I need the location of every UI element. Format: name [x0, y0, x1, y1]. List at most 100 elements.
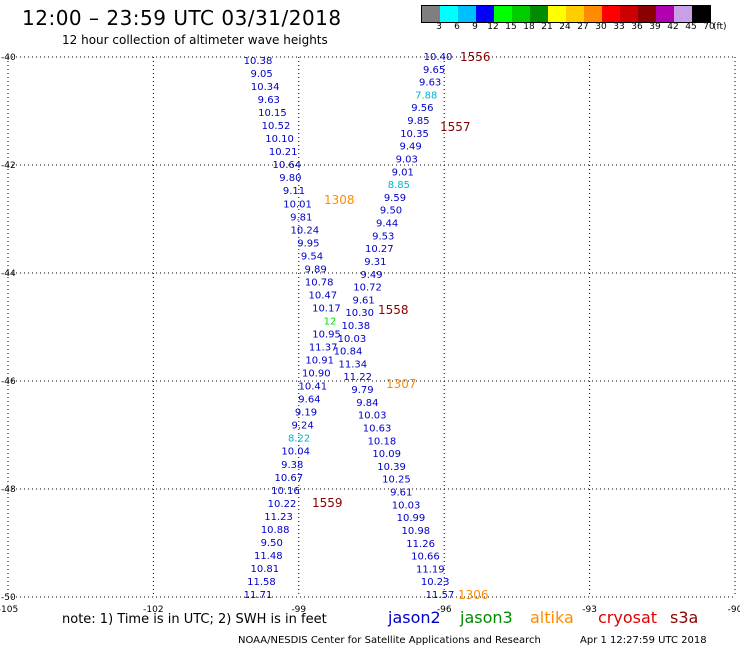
wave-height-label: 9.31 [364, 257, 386, 268]
wave-height-label: 10.64 [272, 160, 301, 171]
colorbar-unit: (ft) [713, 22, 727, 32]
colorbar [421, 5, 711, 23]
wave-height-label: 10.03 [338, 334, 367, 345]
wave-height-label: 9.49 [399, 142, 421, 153]
colorbar-tick-label: 39 [649, 22, 661, 32]
colorbar-tick-label: 36 [631, 22, 643, 32]
wave-height-label: 9.11 [283, 186, 305, 197]
lat-tick-label: -50 [1, 593, 16, 603]
wave-height-label: 9.50 [380, 206, 402, 217]
lon-tick-label: -93 [582, 605, 597, 615]
lat-tick-label: -48 [1, 485, 16, 495]
wave-height-label: 10.27 [365, 244, 394, 255]
legend-jason3: jason3 [460, 608, 513, 627]
wave-height-label: 9.56 [411, 103, 433, 114]
colorbar-tick-label: 45 [685, 22, 697, 32]
wave-height-label: 11.57 [426, 590, 455, 601]
pass-id-label: 1558 [378, 303, 409, 317]
wave-height-label: 11.37 [309, 343, 338, 354]
colorbar-tick-label: 18 [523, 22, 535, 32]
wave-height-label: 9.63 [258, 95, 280, 106]
wave-height-label: 10.90 [302, 369, 331, 380]
wave-height-label: 9.65 [423, 65, 445, 76]
wave-height-label: 10.24 [290, 225, 319, 236]
colorbar-labels: 3 6 9 12 15 18 21 24 27 30 33 36 39 42 45 70 (ft) [421, 22, 740, 36]
legend-jason2: jason2 [388, 608, 441, 627]
lon-tick-label: -102 [143, 605, 163, 615]
lon-tick-label: -99 [291, 605, 306, 615]
pass-id-label: 1559 [312, 496, 343, 510]
wave-height-label: 10.10 [265, 134, 294, 145]
note-text: note: 1) Time is in UTC; 2) SWH is in fe… [62, 612, 327, 627]
wave-height-label: 11.23 [264, 512, 293, 523]
wave-height-label: 10.21 [269, 147, 298, 158]
wave-height-label: 10.30 [345, 308, 374, 319]
wave-height-label: 10.03 [392, 500, 421, 511]
wave-height-label: 8.85 [388, 180, 410, 191]
legend-cryosat: cryosat [598, 608, 658, 627]
wave-height-label: 10.67 [275, 473, 304, 484]
wave-height-label: 9.19 [295, 408, 317, 419]
wave-height-label: 9.64 [298, 395, 320, 406]
wave-height-label: 10.99 [397, 513, 426, 524]
colorbar-swatch [620, 6, 638, 22]
wave-height-label: 9.50 [261, 538, 283, 549]
wave-height-label: 10.09 [372, 449, 401, 460]
wave-height-label: 9.54 [301, 251, 323, 262]
wave-height-label: 9.05 [250, 69, 272, 80]
wave-height-label: 9.61 [353, 295, 375, 306]
wave-height-label: 9.85 [407, 116, 429, 127]
wave-height-label: 11.34 [339, 359, 368, 370]
wave-height-label: 9.95 [297, 238, 319, 249]
colorbar-swatch [440, 6, 458, 22]
wave-height-label: 10.41 [299, 382, 328, 393]
colorbar-tick-label: 24 [559, 22, 571, 32]
wave-height-label: 10.38 [342, 321, 371, 332]
wave-height-label: 10.47 [308, 290, 337, 301]
wave-height-label: 10.34 [251, 82, 280, 93]
wave-height-label: 11.48 [254, 551, 283, 562]
colorbar-tick-label: 42 [667, 22, 679, 32]
wave-height-label: 10.66 [411, 552, 440, 563]
wave-height-label: 10.38 [244, 56, 273, 67]
colorbar-swatch [476, 6, 494, 22]
chart-title: 12:00 – 23:59 UTC 03/31/2018 [22, 6, 342, 30]
wave-height-label: 9.63 [419, 78, 441, 89]
colorbar-tick-label: 6 [454, 22, 460, 32]
wave-height-label: 10.95 [312, 330, 341, 341]
wave-height-label: 11.26 [406, 539, 435, 550]
chart-subtitle: 12 hour collection of altimeter wave hei… [62, 33, 328, 47]
wave-height-label: 9.03 [396, 154, 418, 165]
colorbar-swatch [548, 6, 566, 22]
colorbar-tick-label: 21 [541, 22, 553, 32]
wave-height-label: 10.39 [377, 462, 406, 473]
wave-height-label: 9.89 [304, 264, 326, 275]
colorbar-swatch [422, 6, 440, 22]
lat-tick-label: -40 [1, 53, 16, 63]
wave-height-label: 10.52 [262, 121, 291, 132]
lat-tick-label: -44 [1, 269, 16, 279]
wave-height-label: 12 [324, 316, 337, 327]
wave-height-label: 10.91 [305, 356, 334, 367]
wave-height-label: 10.72 [353, 283, 382, 294]
wave-height-label: 11.19 [416, 564, 445, 575]
wave-height-label: 11.22 [343, 372, 372, 383]
wave-height-label: 10.01 [283, 199, 312, 210]
colorbar-tick-label: 70 [703, 22, 715, 32]
colorbar-swatch [674, 6, 692, 22]
wave-height-label: 9.01 [392, 167, 414, 178]
colorbar-swatch [530, 6, 548, 22]
wave-height-label: 9.53 [372, 231, 394, 242]
wave-height-label: 10.84 [334, 347, 363, 358]
colorbar-swatch [512, 6, 530, 22]
lon-tick-label: -90 [728, 605, 740, 615]
wave-height-label: 9.79 [351, 385, 373, 396]
lon-tick-label: -105 [0, 605, 18, 615]
wave-height-label: 7.88 [415, 90, 437, 101]
wave-height-label: 10.63 [363, 423, 392, 434]
pass-id-label: 1307 [386, 377, 417, 391]
footer-credit: NOAA/NESDIS Center for Satellite Applica… [238, 635, 541, 646]
colorbar-swatch [566, 6, 584, 22]
colorbar-swatch [458, 6, 476, 22]
